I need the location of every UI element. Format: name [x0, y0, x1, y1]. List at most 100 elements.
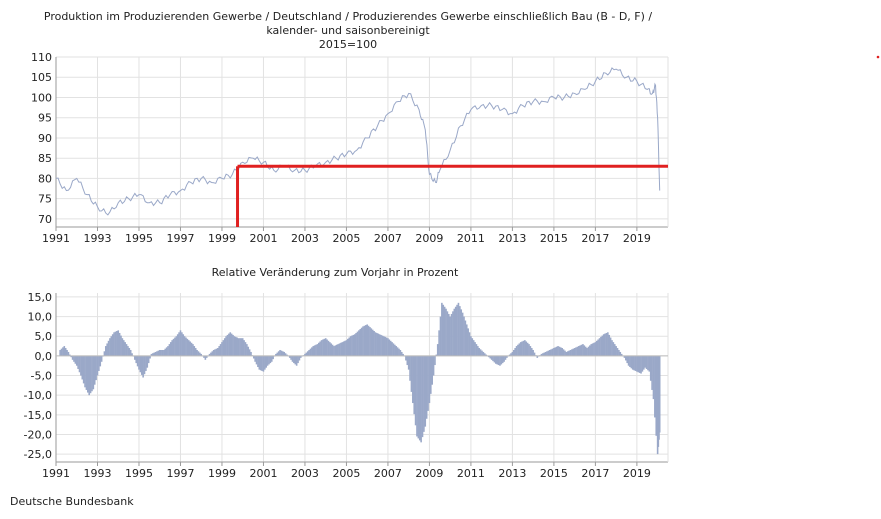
- chart2-bar: [644, 355, 646, 368]
- chart2-bar: [391, 342, 393, 356]
- chart2-bar: [413, 355, 416, 415]
- chart2-bar: [60, 348, 63, 356]
- chart2-xtick-label: 2011: [457, 467, 485, 480]
- chart2-bar: [369, 327, 371, 356]
- chart1-ytick-label: 75: [38, 193, 52, 206]
- chart2-bar: [70, 355, 73, 358]
- chart2-bar: [81, 355, 84, 380]
- chart2-bar: [305, 352, 308, 356]
- chart2-bar: [244, 342, 247, 356]
- chart2-bar: [447, 313, 450, 356]
- chart2-bar: [139, 355, 142, 373]
- chart2-bar: [551, 348, 554, 356]
- chart2-bar: [255, 355, 258, 365]
- chart2-bar: [389, 340, 392, 356]
- chart2-bar: [295, 355, 298, 366]
- chart2-xtick-label: 2005: [332, 467, 360, 480]
- chart2-bar: [179, 330, 182, 356]
- chart2-bar: [233, 336, 236, 356]
- chart2-bar: [149, 355, 151, 359]
- chart2-bar: [190, 342, 193, 356]
- chart2-bar: [197, 351, 200, 356]
- chart2-bar: [529, 346, 532, 356]
- chart2-bar: [605, 332, 608, 356]
- chart2-bar: [511, 351, 514, 356]
- chart2-bar: [333, 346, 335, 356]
- chart2-bar: [589, 345, 591, 356]
- chart2-bar: [309, 348, 312, 356]
- chart2-xtick-label: 1993: [83, 467, 111, 480]
- chart1-title-line2: kalender- und saisonbereinigt: [266, 24, 430, 37]
- chart2-bar: [352, 334, 355, 356]
- chart2-bar: [229, 332, 232, 356]
- chart2-bar: [649, 355, 652, 381]
- chart1-xtick-label: 2019: [623, 232, 651, 245]
- chart2-bar: [78, 355, 81, 373]
- chart2-bar: [580, 344, 583, 356]
- chart2-ytick-label: -5,0: [31, 370, 52, 383]
- chart2-bar: [436, 344, 439, 356]
- chart2-bar: [261, 355, 263, 371]
- chart2-bar: [199, 352, 201, 356]
- chart2-bar: [103, 351, 106, 356]
- chart2-bar: [174, 337, 176, 356]
- chart1-xtick-label: 2005: [332, 232, 360, 245]
- chart2-bar: [87, 355, 89, 393]
- chart2-bar: [612, 342, 615, 356]
- chart2-bar: [277, 351, 280, 356]
- chart2-bar: [62, 347, 64, 356]
- chart2-bar: [335, 344, 338, 356]
- chart2-bar: [338, 343, 341, 356]
- chart2-bar: [385, 337, 388, 356]
- chart2-bar: [187, 340, 190, 356]
- chart2-bar: [525, 341, 528, 356]
- chart2-bar: [418, 355, 421, 441]
- chart2-bar: [501, 355, 504, 364]
- chart1-xtick-label: 1997: [166, 232, 194, 245]
- chart2-bar: [638, 355, 641, 373]
- chart2-bar: [459, 306, 461, 356]
- chart2-bar: [324, 338, 327, 356]
- chart2-bar: [594, 342, 597, 356]
- chart2-bar: [59, 349, 61, 356]
- chart2-bar: [439, 316, 442, 356]
- chart2-bar: [497, 355, 500, 366]
- chart2-bar: [495, 355, 497, 364]
- chart2-bar: [374, 332, 377, 356]
- chart2-bar: [349, 336, 352, 356]
- chart2-bar: [465, 324, 468, 356]
- chart2-bar: [169, 342, 172, 356]
- chart2-ytick-label: -10,0: [24, 389, 52, 402]
- chart2-bar: [64, 348, 67, 356]
- chart2-bar: [293, 355, 295, 364]
- chart2-bar: [172, 338, 175, 356]
- chart2-bar: [611, 340, 613, 356]
- chart2-bar: [647, 355, 649, 371]
- chart2-bar: [569, 349, 572, 356]
- chart2-bar: [483, 353, 486, 356]
- chart2-bar: [519, 342, 522, 356]
- chart1-ytick-label: 80: [38, 172, 52, 185]
- chart2-bar: [356, 331, 359, 356]
- chart2-bar: [654, 355, 656, 418]
- chart2-bar: [344, 340, 346, 356]
- chart2-bar: [468, 332, 471, 356]
- chart2-bar: [562, 349, 565, 356]
- chart2-bar: [548, 349, 551, 356]
- chart2-bar: [414, 355, 417, 426]
- chart2-xtick-label: 2019: [623, 467, 651, 480]
- chart2-bar: [214, 349, 216, 356]
- chart2-bar: [228, 333, 230, 356]
- chart1-xtick-label: 1993: [83, 232, 111, 245]
- chart2-bar: [276, 352, 279, 356]
- chart2-bar: [481, 350, 483, 356]
- chart2-bar: [208, 353, 211, 356]
- chart2-bar: [355, 332, 357, 356]
- chart2-bar: [470, 336, 472, 356]
- chart2-bar: [334, 345, 337, 356]
- chart2-bar: [410, 355, 413, 392]
- chart2-bar: [69, 354, 71, 356]
- chart2-bar: [150, 353, 153, 356]
- chart2-bar: [66, 349, 68, 356]
- chart2-bar: [365, 325, 367, 356]
